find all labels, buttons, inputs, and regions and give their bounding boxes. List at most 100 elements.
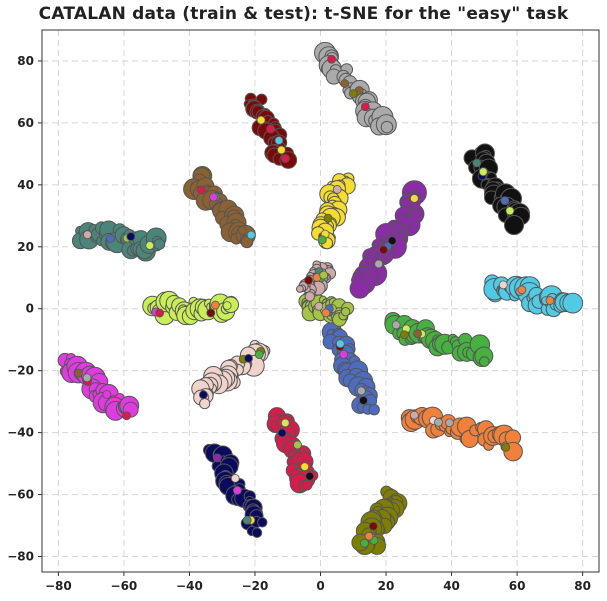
data-point [348, 89, 358, 99]
data-point [304, 275, 314, 285]
x-tick-label: −40 [176, 579, 203, 593]
x-tick-label: −20 [242, 579, 269, 593]
data-point [246, 230, 256, 240]
data-point [409, 194, 419, 203]
data-point [301, 479, 313, 491]
y-tick-label: −60 [7, 488, 34, 502]
data-point [276, 145, 286, 155]
x-tick-label: −60 [111, 579, 138, 593]
data-point [280, 154, 290, 163]
data-point [323, 213, 333, 223]
data-point [211, 300, 220, 310]
data-point [126, 232, 136, 241]
data-point [155, 308, 165, 318]
data-point [505, 206, 515, 216]
data-point [339, 349, 349, 359]
data-point [199, 397, 211, 410]
data-point [498, 280, 508, 290]
axis-ticks: −80 −60 −40 −20 0 20 40 60 80 −80 −60 −40 −20 0 20 40 60… [7, 54, 591, 593]
data-point [364, 531, 374, 541]
data-point [434, 417, 443, 427]
data-point [212, 453, 222, 463]
data-point [374, 259, 384, 269]
chart-title: CATALAN data (train & test): t-SNE for t… [38, 4, 569, 24]
data-point [340, 307, 351, 317]
data-point [445, 418, 454, 428]
data-point [349, 278, 370, 299]
data-point [317, 235, 327, 245]
data-point [251, 527, 263, 538]
x-tick-label: 20 [378, 579, 395, 593]
data-point [368, 521, 378, 531]
x-tick-label: 40 [443, 579, 460, 593]
data-point [321, 308, 331, 318]
data-point [360, 102, 370, 112]
data-point [244, 353, 253, 363]
data-points [57, 41, 584, 556]
data-point [199, 390, 208, 400]
data-point [222, 301, 232, 311]
data-point [106, 234, 115, 244]
data-point [517, 285, 527, 295]
data-point [501, 442, 511, 452]
y-tick-label: 80 [17, 54, 34, 68]
data-point [400, 330, 409, 340]
data-point [206, 308, 216, 318]
data-point [296, 285, 304, 293]
data-point [360, 538, 369, 548]
y-tick-label: −20 [7, 364, 34, 378]
y-tick-label: 20 [17, 240, 34, 254]
data-point [391, 320, 401, 330]
data-point [356, 386, 366, 396]
data-point [274, 136, 284, 145]
data-point [153, 238, 166, 250]
data-point [327, 54, 336, 64]
data-point [300, 462, 310, 472]
data-point [409, 410, 419, 420]
data-point [280, 418, 290, 428]
data-point [478, 167, 488, 177]
data-point [197, 185, 206, 195]
data-point [379, 245, 388, 255]
data-point [305, 471, 315, 481]
data-point [266, 124, 276, 134]
data-point [387, 236, 397, 246]
data-point [237, 226, 247, 235]
y-tick-label: 40 [17, 178, 34, 192]
data-point [83, 230, 92, 240]
data-point [472, 158, 482, 168]
data-point [359, 396, 368, 405]
data-point [293, 440, 302, 450]
data-point [335, 339, 345, 349]
data-point [304, 291, 316, 302]
data-point [232, 486, 242, 495]
data-point [332, 185, 342, 194]
data-point [413, 329, 422, 339]
data-point [277, 428, 287, 438]
y-tick-label: −40 [7, 426, 34, 440]
x-tick-label: 60 [509, 579, 526, 593]
data-point [319, 270, 329, 280]
data-point [380, 120, 394, 134]
data-point [478, 356, 490, 367]
data-point [545, 296, 555, 305]
data-point [340, 79, 350, 88]
y-tick-label: 60 [17, 116, 34, 130]
x-tick-label: 0 [316, 579, 324, 593]
data-point [242, 515, 252, 525]
x-tick-label: 80 [574, 579, 591, 593]
data-point [503, 214, 525, 236]
data-point [368, 403, 380, 416]
data-point [145, 241, 155, 250]
data-point [122, 411, 131, 421]
data-point [230, 473, 240, 483]
data-point [209, 192, 218, 202]
data-point [254, 350, 264, 359]
data-point [102, 390, 112, 399]
data-point [82, 373, 92, 383]
data-point [257, 517, 268, 528]
data-point [256, 115, 266, 125]
data-point [74, 368, 83, 378]
x-tick-label: −80 [45, 579, 72, 593]
